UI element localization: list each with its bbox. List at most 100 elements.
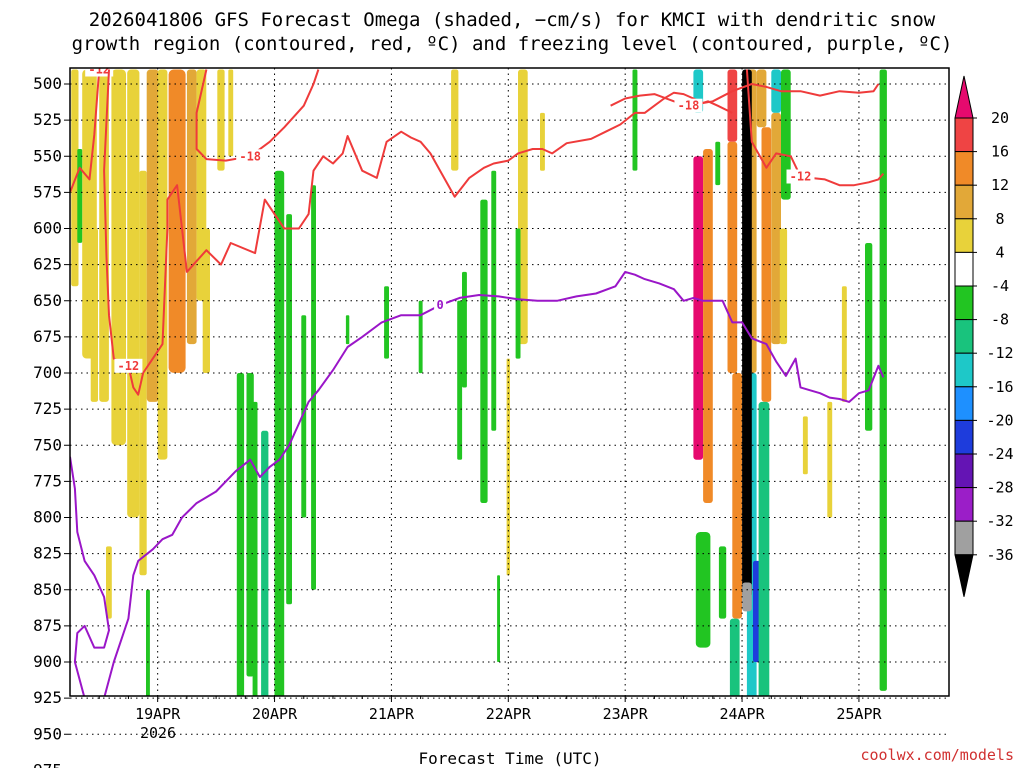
dgz-12-west-label-bg — [85, 68, 114, 77]
omega-patch — [418, 300, 423, 374]
x-tick-label: 21APR — [369, 705, 415, 723]
dgz-18-north-label: -18 — [239, 149, 261, 163]
omega-patch — [480, 199, 488, 503]
colorbar-label: -8 — [991, 311, 1009, 329]
colorbar-segment — [954, 453, 974, 489]
y-tick-label: 575 — [33, 182, 62, 201]
y-tick-label: 625 — [33, 255, 62, 274]
dgz-12-main-contour — [103, 69, 733, 396]
omega-patch — [146, 69, 159, 402]
colorbar-segment — [954, 151, 974, 186]
colorbar: 20 16 12 8 4 -4 -8 -12 -16 -20 -24 -28 -32 -36 — [954, 75, 1014, 597]
colorbar-label: 4 — [995, 243, 1004, 261]
omega-patch — [715, 141, 721, 186]
dgz-12-main-label-bg — [114, 358, 143, 373]
omega-patch — [457, 300, 463, 460]
omega-patch — [286, 214, 292, 605]
omega-patch — [217, 69, 225, 171]
omega-core — [742, 69, 752, 597]
y-tick-label: 975 — [33, 760, 62, 768]
colorbar-label: -24 — [986, 445, 1013, 463]
colorbar-label: 20 — [991, 109, 1009, 127]
colorbar-segment — [954, 218, 974, 253]
colorbar-segment — [954, 520, 974, 556]
y-tick-label: 925 — [33, 688, 62, 707]
omega-patch — [506, 358, 510, 576]
omega-core-tail — [742, 582, 752, 612]
omega-patch — [802, 416, 808, 475]
y-tick-label: 550 — [33, 146, 62, 165]
colorbar-label: -28 — [986, 479, 1013, 497]
omega-patch — [384, 286, 389, 359]
dgz-18-north-label-bg — [236, 149, 265, 164]
omega-patch — [345, 315, 350, 345]
x-axis-label: Forecast Time (UTC) — [418, 749, 601, 768]
grid-lines — [70, 68, 949, 735]
freezing-level-label-bg — [434, 298, 447, 313]
colorbar-label: -36 — [986, 546, 1013, 564]
x-tick-label: 23APR — [603, 705, 649, 723]
y-tick-label: 750 — [33, 435, 62, 454]
dgz-12-east-label: -12 — [790, 170, 812, 184]
omega-patch — [228, 69, 234, 157]
colorbar-label: -32 — [986, 512, 1013, 530]
omega-patch — [718, 546, 727, 619]
omega-patch — [168, 69, 186, 373]
omega-patch — [515, 228, 521, 359]
omega-patch — [111, 69, 126, 446]
y-tick-label: 825 — [33, 544, 62, 563]
y-tick-label: 850 — [33, 580, 62, 599]
omega-patch — [827, 401, 833, 518]
freezing-level-label: 0 — [436, 298, 443, 312]
colorbar-segment — [954, 251, 974, 287]
time-axis: 19APR 20APR 21APR 22APR 23APR 24APR 25APR — [98, 696, 882, 723]
omega-patch — [252, 401, 258, 696]
pressure-axis: 500 525 550 575 600 625 650 675 700 725 750 775 800 8… — [33, 74, 70, 768]
dgz-12-east-label-bg — [786, 169, 815, 184]
omega-patch — [497, 575, 500, 662]
omega-patch — [703, 149, 713, 503]
colorbar-label: 12 — [991, 176, 1009, 194]
dgz-12-west-contour — [70, 69, 101, 193]
y-tick-label: 600 — [33, 219, 62, 238]
colorbar-segment — [954, 319, 974, 354]
omega-patch — [781, 69, 791, 200]
x-tick-label: 22APR — [486, 705, 532, 723]
x-tick-label: 25APR — [836, 705, 882, 723]
x-year-label: 2026 — [140, 724, 176, 742]
colorbar-segment — [954, 419, 974, 455]
colorbar-segment — [954, 184, 974, 220]
omega-patch — [879, 69, 887, 691]
colorbar-segment — [954, 554, 974, 597]
y-tick-label: 950 — [33, 724, 62, 743]
omega-patch — [632, 69, 638, 171]
x-tick-label: 19APR — [135, 705, 181, 723]
omega-patch — [261, 430, 269, 696]
omega-patch — [274, 170, 285, 696]
colorbar-segment — [954, 352, 974, 388]
omega-patch — [146, 589, 150, 696]
y-tick-label: 500 — [33, 74, 62, 93]
omega-patch — [540, 112, 545, 171]
colorbar-label: -12 — [986, 344, 1013, 362]
y-tick-label: 900 — [33, 652, 62, 671]
colorbar-label: -16 — [986, 378, 1013, 396]
colorbar-segment — [954, 487, 974, 522]
freezing-level-contour — [70, 270, 885, 696]
colorbar-segment — [954, 117, 974, 153]
credit-label: coolwx.com/models — [860, 746, 1014, 764]
y-tick-label: 800 — [33, 508, 62, 527]
omega-patch — [236, 373, 245, 696]
dgz-18-east-contour — [610, 83, 880, 107]
omega-patch — [756, 69, 767, 128]
omega-patch — [106, 546, 112, 619]
omega-patch — [301, 315, 307, 518]
y-tick-label: 675 — [33, 327, 62, 346]
omega-patch — [186, 69, 197, 345]
omega-patch — [311, 185, 316, 590]
omega-patch — [727, 141, 738, 373]
colorbar-segment — [954, 285, 974, 321]
x-tick-label: 20APR — [252, 705, 298, 723]
omega-patch — [729, 618, 740, 696]
